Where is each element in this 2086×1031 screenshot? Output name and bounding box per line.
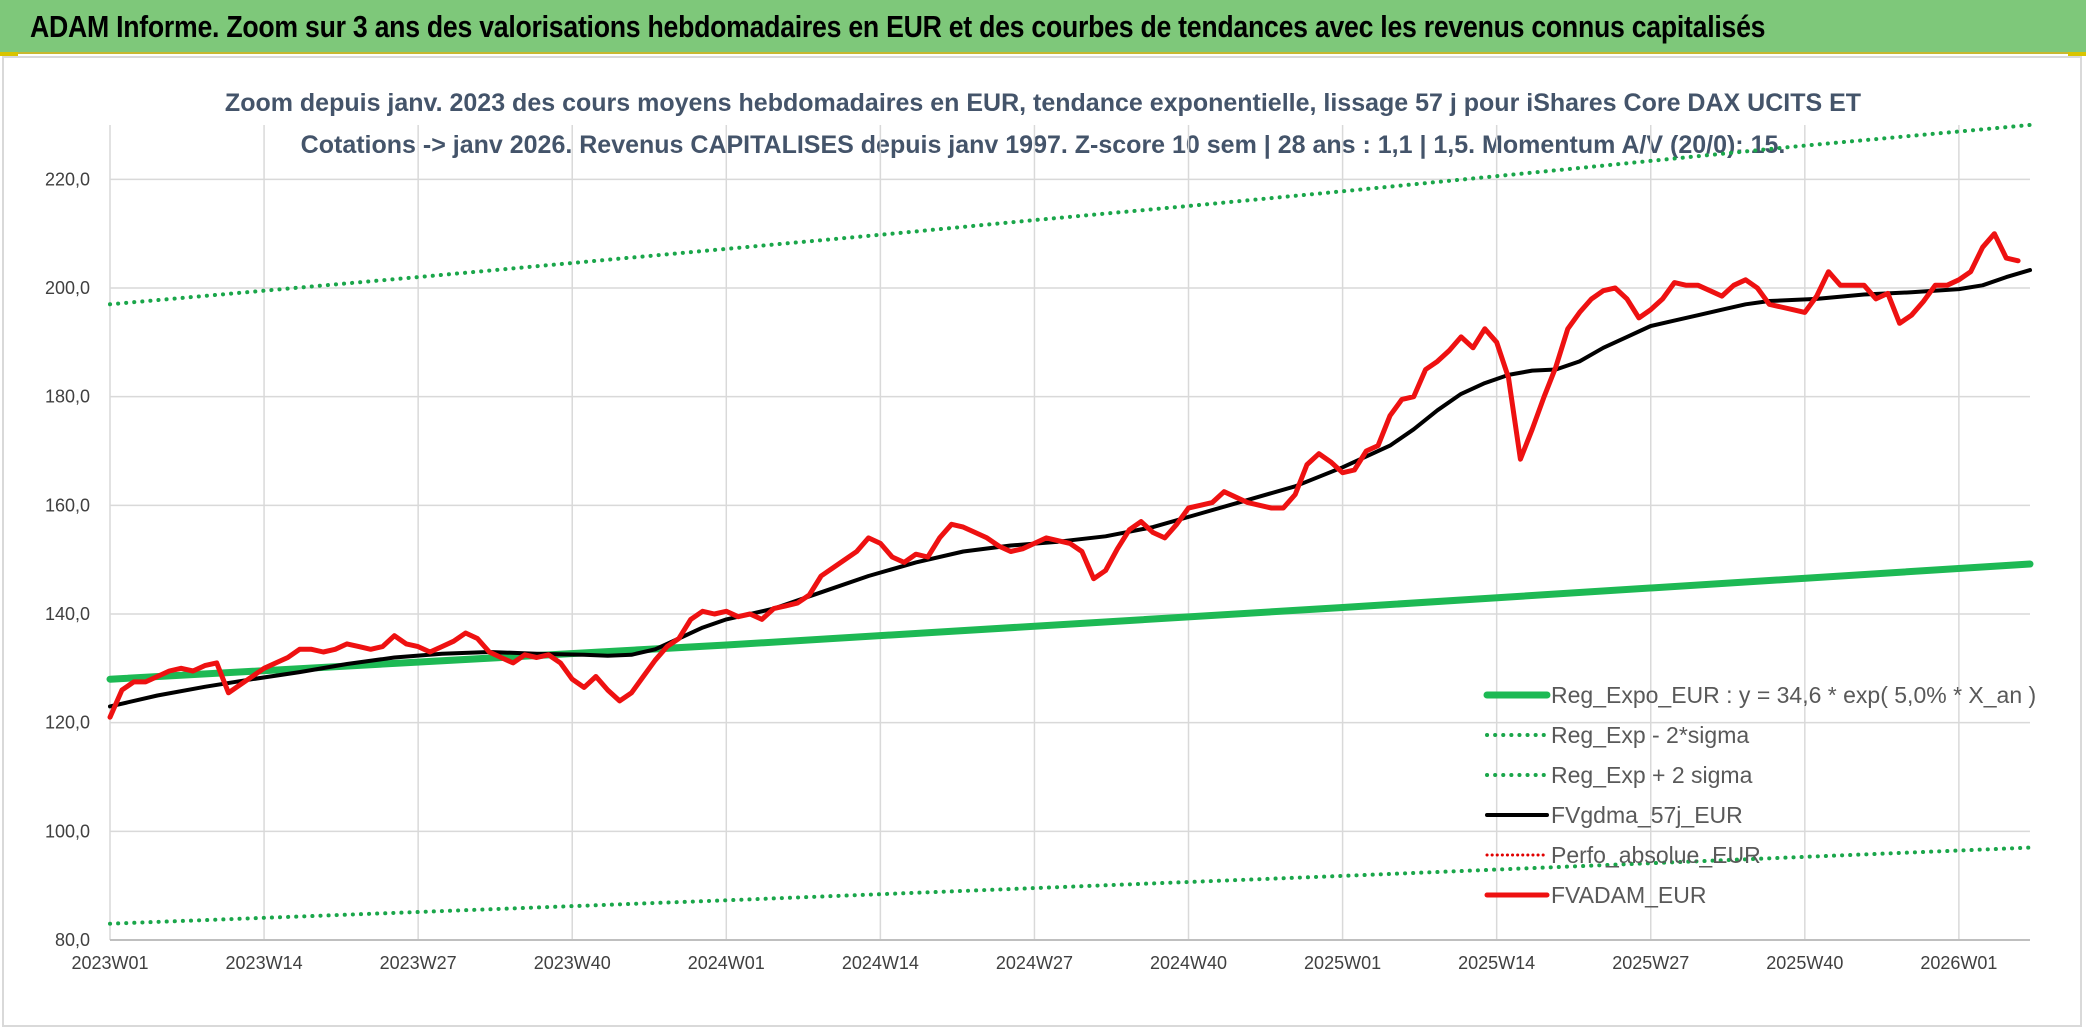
series-line-5 <box>107 231 2021 720</box>
y-tick-label: 100,0 <box>45 821 90 841</box>
title-banner: ADAM Informe. Zoom sur 3 ans des valoris… <box>0 0 2086 54</box>
y-tick-label: 160,0 <box>45 495 90 515</box>
x-tick-label: 2024W14 <box>842 953 919 973</box>
legend-label-4: Perfo_absolue_EUR <box>1551 842 1761 868</box>
y-tick-label: 220,0 <box>45 169 90 189</box>
legend-label-1: Reg_Exp - 2*sigma <box>1551 722 1749 748</box>
y-tick-label: 80,0 <box>55 930 90 950</box>
legend-label-0: Reg_Expo_EUR : y = 34,6 * exp( 5,0% * X_… <box>1551 682 2036 708</box>
x-tick-label: 2023W27 <box>380 953 457 973</box>
x-tick-label: 2024W01 <box>688 953 765 973</box>
series-line-0 <box>106 560 2034 683</box>
series-line-2 <box>108 123 2032 307</box>
x-tick-label: 2025W01 <box>1304 953 1381 973</box>
x-tick-label: 2023W40 <box>534 953 611 973</box>
x-tick-label: 2024W40 <box>1150 953 1227 973</box>
legend-label-2: Reg_Exp + 2 sigma <box>1551 762 1753 788</box>
banner-title: ADAM Informe. Zoom sur 3 ans des valoris… <box>30 9 1766 44</box>
x-tick-label: 2023W01 <box>71 953 148 973</box>
chart-title-line2: Cotations -> janv 2026. Revenus CAPITALI… <box>301 131 1786 159</box>
x-tick-label: 2025W27 <box>1612 953 1689 973</box>
corner-accent-right <box>2068 52 2086 56</box>
y-tick-label: 140,0 <box>45 604 90 624</box>
series-line-1 <box>108 845 2032 926</box>
chart-frame <box>2 56 2082 1027</box>
y-tick-label: 180,0 <box>45 387 90 407</box>
legend-label-5: FVADAM_EUR <box>1551 882 1707 908</box>
grid <box>109 125 2030 941</box>
legend: Reg_Expo_EUR : y = 34,6 * exp( 5,0% * X_… <box>1483 682 2036 908</box>
x-tick-label: 2025W40 <box>1766 953 1843 973</box>
x-tick-label: 2024W27 <box>996 953 1073 973</box>
corner-accent-left <box>0 52 18 56</box>
x-tick-label: 2023W14 <box>226 953 303 973</box>
axes: 80,0 100,0 120,0 140,0 160,0 180,0 200,0 220,0 2… <box>45 169 2030 973</box>
y-tick-label: 200,0 <box>45 278 90 298</box>
y-tick-label: 120,0 <box>45 713 90 733</box>
chart-title-line1: Zoom depuis janv. 2023 des cours moyens … <box>225 89 1861 117</box>
x-tick-label: 2026W01 <box>1920 953 1997 973</box>
x-tick-label: 2025W14 <box>1458 953 1535 973</box>
series-lines <box>106 123 2034 926</box>
legend-label-3: FVgdma_57j_EUR <box>1551 802 1743 828</box>
